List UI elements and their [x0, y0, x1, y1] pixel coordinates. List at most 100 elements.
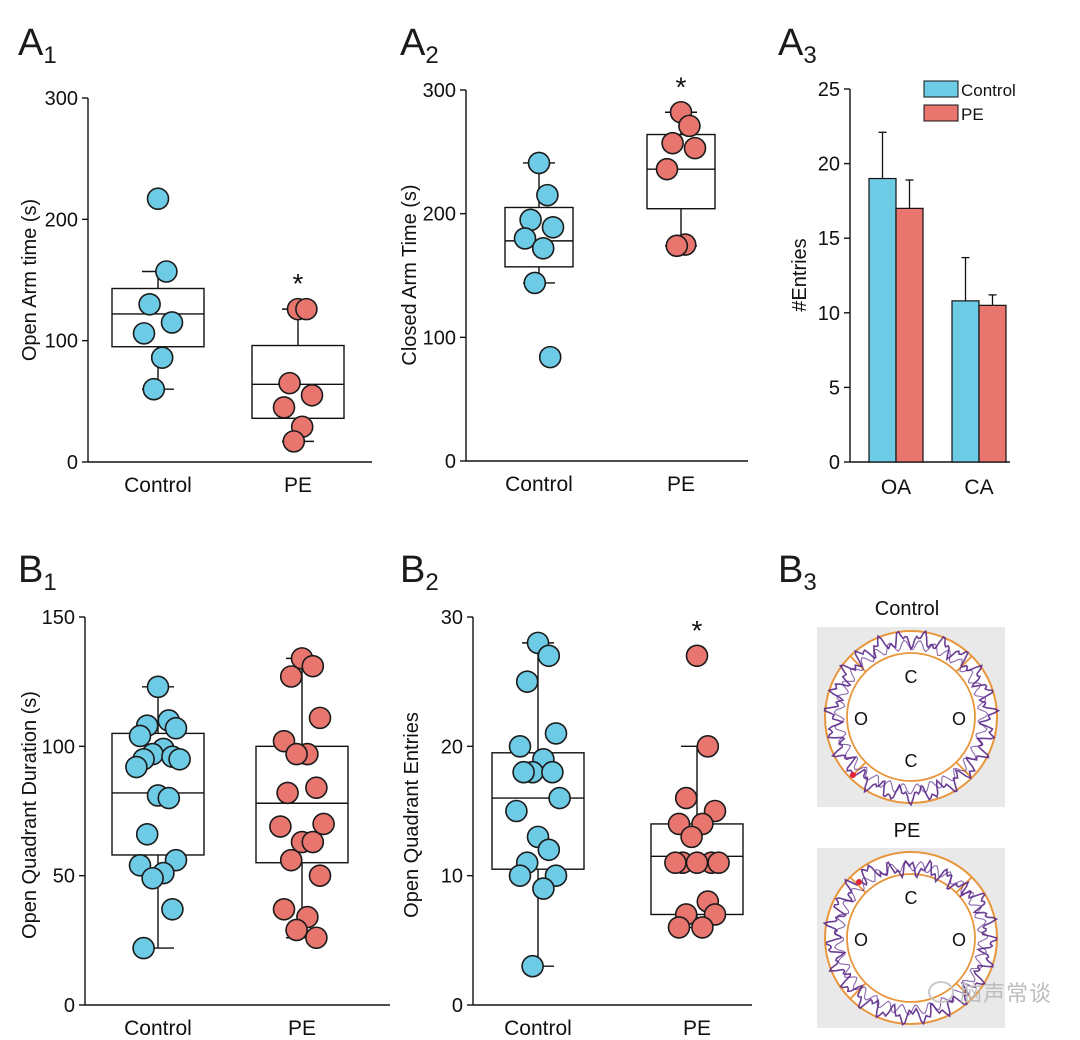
data-point [544, 722, 568, 745]
x-tick-label: PE [683, 1017, 711, 1040]
y-axis-label: Open Quadrant Entries [401, 712, 423, 918]
data-point [269, 815, 292, 838]
significance-marker: * [293, 268, 304, 299]
y-tick-label: 20 [441, 736, 463, 758]
arena-divider [955, 876, 973, 894]
box-group-pe [255, 647, 349, 950]
data-point [305, 926, 328, 950]
y-tick-label: 15 [818, 228, 840, 250]
x-tick-label: Control [505, 473, 573, 496]
x-tick-label: PE [288, 1017, 316, 1040]
significance-marker: * [676, 71, 687, 102]
data-point [541, 760, 564, 784]
data-point [301, 654, 325, 678]
quadrant-label: O [854, 930, 868, 950]
panel-label-sub: 1 [43, 42, 56, 69]
quadrant-label: O [952, 709, 966, 729]
y-tick-label: 0 [452, 995, 463, 1017]
panel-label-B1: B1 [18, 549, 57, 596]
data-point [282, 430, 306, 453]
data-point [141, 866, 164, 890]
panel-label-sub: 2 [425, 569, 438, 596]
start-marker [856, 879, 862, 885]
bar-control [951, 300, 980, 463]
y-tick-label: 10 [441, 866, 463, 888]
data-point [548, 786, 571, 810]
y-axis-label: Open Arm time (s) [19, 199, 41, 361]
data-point [536, 183, 559, 207]
arena-inner-ring [846, 873, 976, 1003]
data-point [157, 786, 181, 810]
panel-label-A2: A2 [400, 22, 439, 69]
data-point [168, 747, 191, 771]
data-point [279, 665, 303, 688]
data-point [150, 346, 174, 369]
quadrant-label: O [952, 930, 966, 950]
y-tick-label: 100 [42, 736, 75, 758]
box-group-control [504, 151, 574, 369]
y-axis-label: Open Quadrant Duration (s) [19, 691, 41, 939]
arena-control: Control C C O O [817, 598, 1005, 807]
data-point [537, 838, 561, 862]
box-group-control [111, 187, 205, 401]
data-point [278, 371, 301, 395]
x-tick-label: Control [504, 1017, 572, 1040]
y-tick-label: 300 [423, 80, 456, 102]
data-point [674, 786, 698, 810]
y-tick-label: 10 [818, 303, 840, 325]
data-point [696, 735, 720, 758]
data-point [513, 227, 537, 250]
data-point [678, 114, 701, 138]
data-point [138, 292, 161, 316]
arena-outer-ring [824, 851, 998, 1025]
data-point [655, 157, 679, 181]
data-point [538, 345, 562, 369]
data-point [146, 187, 170, 211]
watermark-text: 脑声常谈 [959, 982, 1052, 1007]
data-point [667, 916, 691, 939]
arena-divider [849, 982, 867, 1000]
data-point [146, 675, 170, 699]
box-group-pe [251, 297, 345, 453]
legend-swatch [923, 80, 959, 98]
data-point [295, 297, 318, 321]
data-point [508, 735, 532, 758]
x-tick-label: Control [124, 474, 192, 497]
panel-label-sub: 3 [803, 42, 816, 69]
data-point [531, 236, 555, 260]
bar-pe [978, 304, 1007, 463]
bar-control [868, 177, 897, 463]
data-point [142, 377, 166, 401]
arena-title: Control [875, 598, 939, 620]
data-point [505, 799, 528, 823]
panel-label-A1: A1 [18, 22, 57, 69]
box-group-control [111, 675, 205, 960]
data-point [132, 936, 155, 960]
x-tick-label: Control [124, 1017, 192, 1040]
arena-inner-ring [846, 652, 976, 782]
y-tick-label: 0 [445, 451, 456, 473]
quadrant-label: O [854, 709, 868, 729]
legend-label: Control [961, 81, 1016, 100]
box-group-pe [650, 644, 744, 939]
box-group-control [491, 631, 585, 978]
data-point [665, 234, 689, 258]
y-tick-label: 5 [829, 377, 840, 399]
data-point [664, 851, 687, 875]
y-tick-label: 200 [45, 209, 78, 231]
panel-label-B3: B3 [778, 549, 817, 596]
panel-label-sub: 3 [803, 569, 816, 596]
data-point [521, 954, 544, 978]
data-point [691, 916, 714, 939]
wechat-logo-icon [927, 981, 954, 1003]
y-tick-label: 50 [53, 866, 75, 888]
data-point [532, 877, 555, 900]
movement-trace [823, 629, 1001, 807]
data-point [279, 848, 303, 872]
data-point [301, 830, 325, 854]
arena-divider [955, 655, 973, 673]
arena-title: PE [894, 820, 921, 842]
arena-pe: PE C O O [817, 820, 1005, 1028]
data-point [661, 131, 684, 155]
